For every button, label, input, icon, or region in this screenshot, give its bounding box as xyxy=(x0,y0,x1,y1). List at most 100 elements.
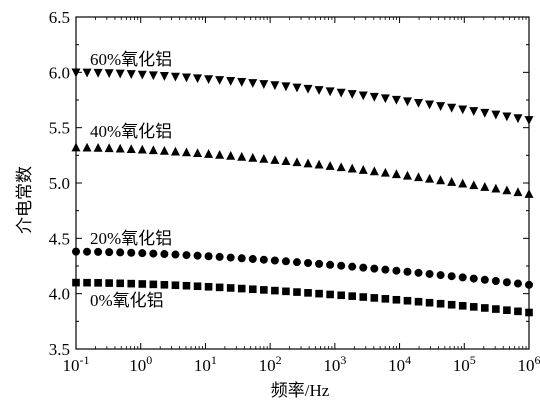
data-point xyxy=(447,272,456,281)
data-point xyxy=(149,249,158,258)
data-point xyxy=(104,69,114,79)
data-point xyxy=(160,280,169,289)
data-point xyxy=(480,182,490,191)
data-point xyxy=(248,152,258,162)
data-point xyxy=(181,73,191,83)
data-point xyxy=(93,68,103,78)
data-point xyxy=(325,87,335,97)
data-point xyxy=(237,78,247,87)
data-point xyxy=(271,286,279,295)
data-point xyxy=(171,281,180,290)
data-point xyxy=(71,142,81,152)
series-labels: 60%氧化铝 40%氧化铝 20%氧化铝 0%氧化铝 xyxy=(90,50,172,310)
data-point xyxy=(282,287,290,296)
data-point xyxy=(116,279,124,288)
data-point xyxy=(348,262,357,271)
series-label: 20%氧化铝 xyxy=(90,229,172,248)
data-point xyxy=(259,255,268,264)
data-point xyxy=(381,295,390,303)
data-point xyxy=(171,250,180,259)
data-point xyxy=(94,247,103,256)
data-point xyxy=(93,142,103,152)
data-point xyxy=(270,155,280,164)
data-point xyxy=(281,82,291,92)
data-point xyxy=(403,296,412,305)
data-point xyxy=(347,163,357,173)
data-point xyxy=(170,72,180,82)
data-point xyxy=(391,169,401,179)
y-tick-label: 5.5 xyxy=(49,119,70,138)
data-point xyxy=(193,148,203,158)
data-point xyxy=(525,308,533,317)
data-point xyxy=(159,145,169,155)
data-point xyxy=(403,267,412,276)
data-point xyxy=(314,159,324,169)
data-point xyxy=(370,294,379,302)
data-point xyxy=(491,110,501,120)
data-point xyxy=(336,162,346,172)
data-point xyxy=(469,107,479,116)
data-point xyxy=(159,72,169,81)
data-point xyxy=(502,185,512,195)
data-point xyxy=(514,307,522,316)
x-tick-label: 104 xyxy=(388,353,411,375)
data-point xyxy=(281,257,290,266)
data-point xyxy=(425,269,434,278)
y-tick-label: 5.0 xyxy=(49,174,70,193)
data-point xyxy=(524,189,534,198)
series-square xyxy=(72,278,533,317)
series-layer xyxy=(71,68,534,317)
data-point xyxy=(392,266,401,275)
x-tick-label: 102 xyxy=(259,353,282,375)
data-point xyxy=(436,175,446,185)
data-point xyxy=(369,166,379,176)
x-tick-label: 105 xyxy=(453,353,476,375)
data-point xyxy=(204,282,213,291)
data-point xyxy=(204,149,214,158)
data-point xyxy=(480,275,489,284)
data-point xyxy=(215,283,224,292)
data-point xyxy=(370,264,379,273)
data-point xyxy=(127,279,136,288)
data-point xyxy=(469,180,479,190)
data-point xyxy=(348,292,357,300)
x-tick-label: 103 xyxy=(323,353,346,375)
data-point xyxy=(326,290,334,299)
data-point xyxy=(402,97,412,107)
data-point xyxy=(260,286,268,294)
data-point xyxy=(72,278,80,287)
data-point xyxy=(292,157,302,167)
data-point xyxy=(336,88,346,98)
y-tick-label: 6.5 xyxy=(49,8,70,27)
data-point xyxy=(193,251,202,260)
data-point xyxy=(226,77,236,86)
data-point xyxy=(436,102,446,111)
data-point xyxy=(469,303,478,311)
data-point xyxy=(491,183,501,193)
data-point xyxy=(137,70,147,80)
series-label: 40%氧化铝 xyxy=(90,122,172,141)
data-point xyxy=(72,247,80,256)
data-point xyxy=(270,81,280,91)
y-axis-label: 介电常数 xyxy=(15,166,34,234)
data-point xyxy=(414,98,424,108)
data-point xyxy=(492,305,500,313)
data-point xyxy=(425,173,435,183)
x-tick-label: 100 xyxy=(129,353,152,375)
data-point xyxy=(513,187,523,197)
data-point xyxy=(215,149,225,159)
data-point xyxy=(170,146,180,156)
data-point xyxy=(248,79,258,88)
data-point xyxy=(458,301,467,310)
data-point xyxy=(491,277,500,286)
data-point xyxy=(303,158,313,168)
data-point xyxy=(458,178,468,188)
data-point xyxy=(115,143,125,153)
data-point xyxy=(391,95,401,105)
y-tick-label: 4.0 xyxy=(49,285,70,304)
data-point xyxy=(525,280,533,289)
y-tick-label: 3.5 xyxy=(49,340,70,359)
y-tick-label: 6.0 xyxy=(49,63,70,82)
series-triangle-down xyxy=(71,68,534,125)
data-point xyxy=(414,268,423,277)
